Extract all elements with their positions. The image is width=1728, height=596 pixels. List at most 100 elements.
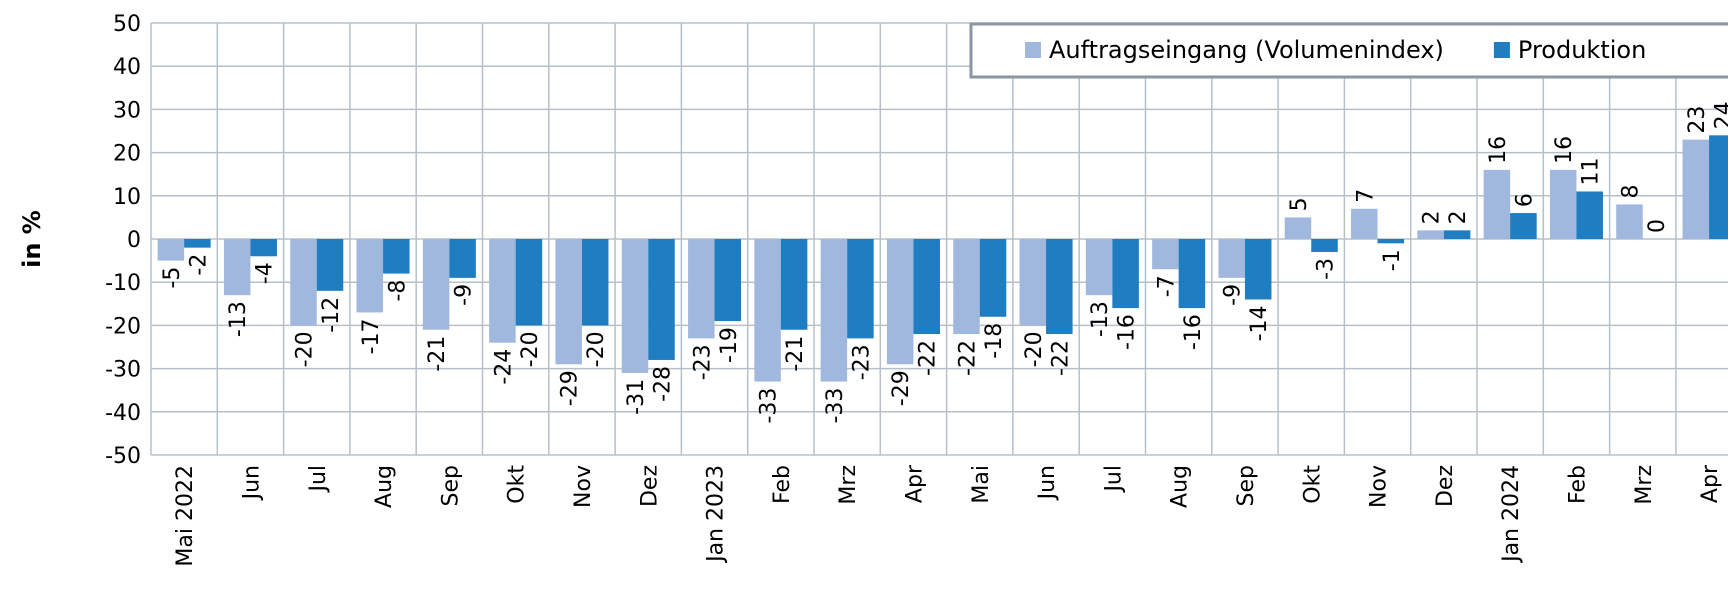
bar [1443, 230, 1471, 239]
value-label: -20 [518, 331, 543, 367]
value-label: 24 [1711, 101, 1728, 129]
bar [1549, 169, 1577, 239]
y-tick-label: 0 [127, 228, 141, 253]
x-tick-label: Nov [1367, 465, 1392, 508]
x-tick-label: Jul [306, 465, 331, 494]
y-tick-label: 40 [113, 55, 141, 80]
x-tick-label: Dez [1433, 465, 1458, 507]
bar [1311, 239, 1338, 252]
y-tick-label: 30 [113, 98, 141, 123]
bar [581, 239, 609, 326]
value-label: -19 [717, 327, 742, 363]
x-tick-label: Apr [902, 464, 927, 503]
x-tick-label: Sep [1234, 465, 1259, 506]
y-tick-label: 20 [113, 142, 141, 167]
x-tick-label: Jan 2024 [1499, 465, 1524, 564]
bar [820, 239, 848, 382]
value-label: -7 [1154, 275, 1179, 297]
bar [754, 239, 781, 382]
bar [184, 239, 211, 248]
bar [1218, 239, 1245, 278]
value-label: -4 [253, 262, 278, 284]
bar [1709, 135, 1728, 239]
y-axis-label: in % [18, 210, 46, 268]
value-label: -33 [757, 388, 782, 424]
x-tick-label: Nov [571, 465, 596, 508]
value-label: -29 [558, 370, 583, 406]
value-label: -23 [690, 344, 715, 380]
y-tick-label: -10 [105, 271, 141, 296]
x-tick-label: Mrz [1632, 465, 1657, 505]
bar [1112, 239, 1139, 309]
x-tick-label: Okt [505, 465, 530, 504]
x-tick-label: Apr [1698, 464, 1723, 503]
value-label: -13 [226, 301, 251, 337]
bar [515, 239, 543, 326]
legend-label: Auftragseingang (Volumenindex) [1049, 36, 1444, 64]
value-label: 6 [1512, 193, 1537, 207]
bar [621, 239, 649, 373]
bar [250, 239, 277, 257]
bar [1046, 239, 1073, 335]
bar [688, 239, 715, 339]
value-label: -5 [160, 267, 185, 289]
legend-swatch [1493, 42, 1510, 58]
value-label: -22 [916, 340, 941, 376]
bar [1682, 139, 1710, 239]
value-label: -16 [1115, 314, 1140, 350]
value-label: -16 [1181, 314, 1206, 350]
value-label: -9 [1221, 284, 1246, 306]
value-label: -8 [385, 280, 410, 302]
bar [422, 239, 450, 330]
y-tick-label: 10 [113, 185, 141, 210]
bar [979, 239, 1007, 317]
value-label: -14 [1247, 305, 1272, 341]
value-label: -22 [1048, 340, 1073, 376]
value-label: 8 [1618, 184, 1643, 198]
value-label: -13 [1088, 301, 1113, 337]
bar [1351, 208, 1378, 239]
legend-swatch [1025, 42, 1041, 58]
value-label: 2 [1446, 210, 1471, 224]
y-tick-label: -30 [105, 358, 141, 383]
legend-box [969, 22, 1728, 79]
value-label: 2 [1420, 210, 1445, 224]
bar [913, 239, 940, 335]
value-label: -2 [186, 254, 211, 276]
value-label: -20 [584, 331, 609, 367]
value-label: -31 [624, 379, 649, 415]
bar [1019, 239, 1047, 326]
value-label: 0 [1645, 219, 1670, 233]
x-tick-label: Mrz [836, 465, 861, 505]
y-tick-label: 50 [113, 12, 141, 37]
value-label: -1 [1380, 249, 1405, 271]
bar [1085, 239, 1113, 296]
y-tick-label: -20 [105, 314, 141, 339]
bar [383, 239, 410, 274]
bar [1576, 191, 1603, 239]
y-tick-label: -40 [105, 401, 141, 426]
legend-label: Produktion [1518, 36, 1646, 64]
bar [356, 239, 384, 313]
x-tick-label: Feb [1565, 465, 1590, 504]
value-label: 5 [1287, 197, 1312, 211]
bar [290, 239, 317, 326]
value-label: 7 [1353, 189, 1378, 203]
x-tick-label: Sep [438, 465, 463, 506]
x-tick-label: Mai 2022 [173, 465, 198, 567]
bar [1284, 217, 1312, 239]
y-tick-label: -50 [105, 444, 141, 469]
value-label: -21 [783, 336, 808, 372]
value-label: 23 [1685, 106, 1710, 134]
bar [555, 239, 582, 365]
bar [1377, 239, 1405, 244]
x-tick-label: Jul [1101, 465, 1126, 494]
bar [1178, 239, 1206, 309]
bar [449, 239, 476, 278]
x-tick-label: Okt [1300, 465, 1325, 504]
value-label: -21 [425, 336, 450, 372]
bar [1510, 213, 1537, 239]
value-label: -28 [651, 366, 676, 402]
bar [1483, 169, 1511, 239]
value-label: -9 [452, 284, 477, 306]
